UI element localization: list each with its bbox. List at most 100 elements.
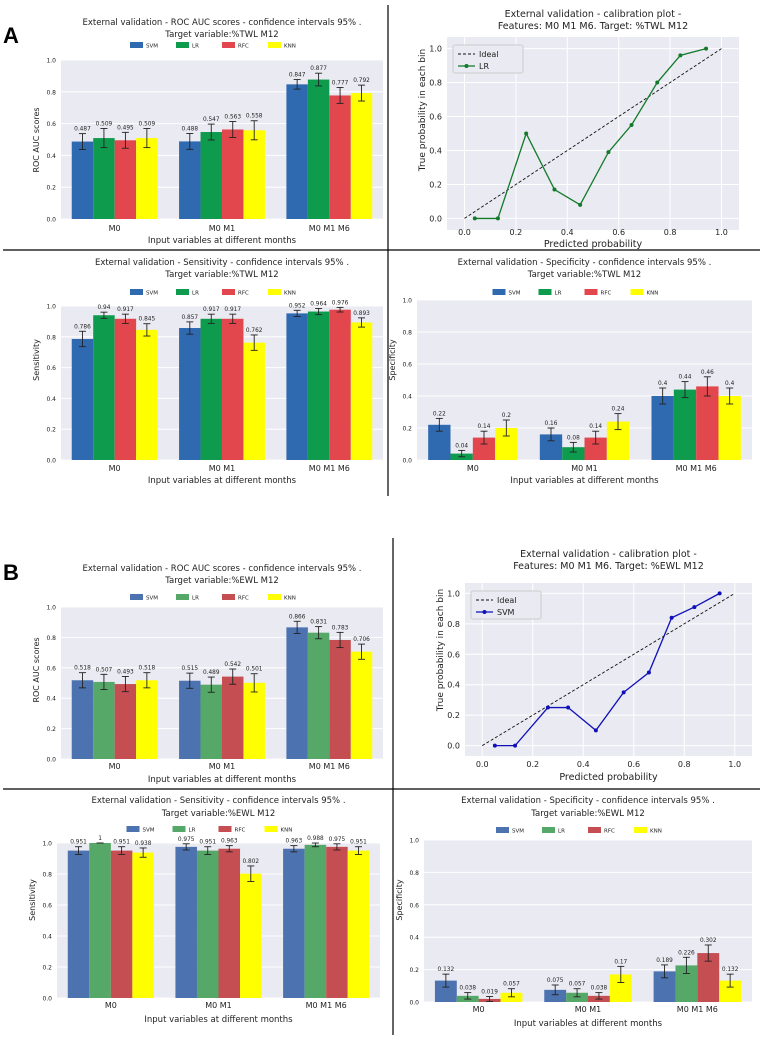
bar-rfc — [222, 318, 244, 460]
legend-label: KNN — [284, 291, 296, 297]
bar-rfc — [222, 129, 244, 219]
bar-lr — [196, 850, 219, 998]
y-tick-label: 0.8 — [46, 334, 56, 341]
y-tick-label: 0.4 — [447, 681, 460, 690]
legend-swatch-svm — [496, 827, 509, 833]
y-tick-label: 0.4 — [42, 934, 52, 941]
bar-knn — [609, 974, 632, 1002]
y-tick-label: 0.0 — [42, 996, 52, 1003]
x-axis-label: Input variables at different months — [148, 775, 297, 785]
x-tick-label: M0 — [109, 464, 121, 473]
y-tick-label: 0.0 — [447, 742, 460, 751]
data-label: 0.495 — [117, 125, 134, 131]
legend: SVM LR RFC KNN — [496, 827, 662, 835]
chart-title: External validation - Sensitivity - conf… — [91, 796, 345, 806]
y-tick-label: 0.0 — [46, 458, 56, 465]
y-tick-label: 1.0 — [46, 605, 56, 612]
data-label: 0.706 — [353, 637, 370, 643]
x-tick-label: M0 M1 M6 — [677, 1005, 718, 1014]
data-label: 0.963 — [286, 839, 303, 845]
bar-knn — [718, 396, 741, 460]
data-label: 0.952 — [289, 303, 306, 309]
bar-knn — [243, 682, 265, 759]
x-tick-label: M0 M1 — [209, 464, 236, 473]
bar-rfc — [222, 676, 244, 759]
data-label: 0.057 — [569, 982, 586, 988]
legend-label: Ideal — [497, 596, 516, 605]
legend-swatch-svm — [492, 289, 506, 295]
legend-label: RFC — [238, 44, 249, 50]
bar-svm — [428, 424, 451, 460]
x-tick-label: M0 M1 — [205, 1001, 232, 1010]
legend-label: KNN — [284, 44, 296, 50]
y-tick-label: 0.2 — [402, 426, 412, 433]
legend-swatch-rfc — [222, 594, 235, 600]
legend-swatch-lr — [176, 594, 189, 600]
x-tick-label: 1.0 — [715, 228, 728, 237]
data-label: 0.189 — [656, 958, 673, 964]
chart-title: External validation - calibration plot - — [505, 9, 682, 20]
y-axis-label: Sensitivity — [28, 879, 37, 921]
legend: Ideal SVM — [470, 590, 542, 620]
x-tick-label: M0 — [467, 464, 479, 473]
chart-6: External validation - calibration plot -… — [436, 549, 752, 783]
y-tick-label: 0.6 — [46, 365, 56, 372]
chart-title: External validation - Specificity - conf… — [461, 796, 715, 806]
legend-swatch-lr — [172, 826, 186, 832]
y-tick-label: 1.0 — [409, 838, 419, 845]
y-tick-label: 1.0 — [46, 58, 56, 65]
bar-rfc — [114, 684, 137, 759]
data-label: 0.563 — [224, 115, 241, 121]
legend-swatch-lr — [542, 827, 555, 833]
data-label: 0.515 — [181, 666, 198, 672]
bar-rfc — [329, 639, 351, 759]
x-tick-label: 0.8 — [678, 760, 691, 769]
chart-title: Features: M0 M1 M6. Target: %TWL M12 — [498, 21, 688, 32]
x-tick-label: 0.8 — [664, 228, 677, 237]
data-label: 0.302 — [700, 938, 717, 944]
y-tick-label: 0.8 — [46, 89, 56, 96]
chart-title: External validation - calibration plot - — [520, 549, 697, 560]
legend-swatch-svm — [130, 289, 143, 295]
legend-label: RFC — [238, 596, 249, 602]
legend-swatch-svm — [130, 594, 143, 600]
data-label: 0.501 — [246, 667, 263, 673]
bar-svm — [651, 396, 674, 460]
legend-swatch-knn — [268, 289, 281, 295]
y-tick-label: 0.8 — [42, 872, 52, 879]
x-axis-label: Input variables at different months — [148, 476, 297, 486]
bar-rfc — [329, 309, 351, 460]
legend-label: LR — [479, 62, 489, 71]
bar-knn — [606, 421, 630, 460]
data-label: 0.762 — [246, 328, 263, 334]
bar-svm — [71, 338, 94, 460]
y-tick-label: 0.0 — [46, 217, 56, 224]
bar-rfc — [110, 850, 133, 998]
y-tick-label: 0.4 — [46, 153, 56, 160]
bar-lr — [307, 311, 330, 460]
bar-rfc — [329, 95, 351, 219]
bar-svm — [179, 141, 201, 219]
data-label: 0.24 — [612, 407, 625, 413]
y-tick-label: 0.0 — [46, 757, 56, 764]
data-label: 0.917 — [117, 307, 134, 313]
data-label: 0.938 — [135, 841, 152, 847]
y-axis-label: Specificity — [388, 339, 397, 380]
data-label: 0.558 — [246, 114, 263, 120]
legend-swatch-rfc — [588, 827, 601, 833]
bar-svm — [286, 84, 308, 220]
data-label: 0.792 — [353, 78, 370, 84]
bar-rfc — [114, 318, 137, 460]
bar-svm — [653, 971, 676, 1002]
x-tick-label: 0.2 — [526, 760, 539, 769]
data-label: 0.075 — [547, 978, 564, 984]
y-tick-label: 0.4 — [402, 394, 412, 401]
calibration-point — [704, 46, 709, 51]
calibration-point — [513, 743, 518, 748]
y-tick-label: 0.0 — [409, 1000, 419, 1007]
legend-label: KNN — [281, 828, 293, 834]
calibration-point — [552, 187, 557, 192]
y-tick-label: 0.6 — [46, 121, 56, 128]
y-tick-label: 0.6 — [402, 362, 412, 369]
